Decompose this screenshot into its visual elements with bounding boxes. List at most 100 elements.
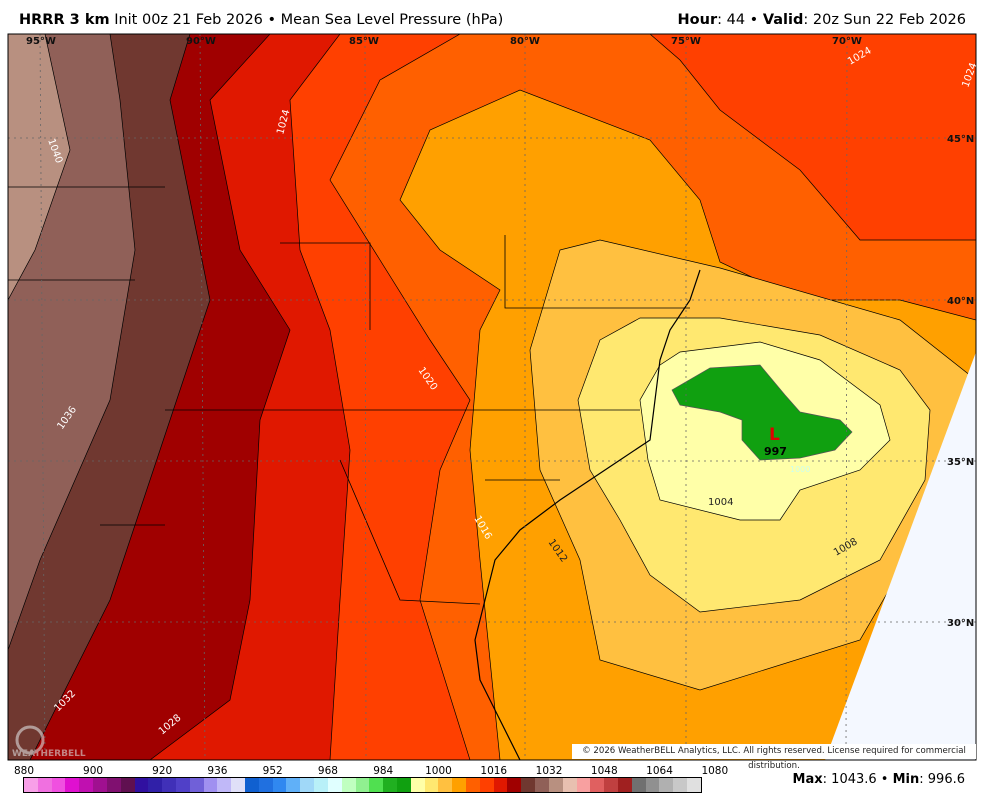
lon-label: 90°W (186, 36, 216, 47)
colorbar-swatch (659, 778, 674, 792)
colorbar-swatch (272, 778, 287, 792)
colorbar-swatch (314, 778, 328, 792)
colorbar-swatch (604, 778, 618, 792)
colorbar-swatch (175, 778, 190, 792)
colorbar-label: 936 (207, 765, 228, 777)
colorbar-swatch (79, 778, 94, 792)
hour-label: Hour (677, 12, 718, 28)
colorbar-label: 968 (317, 765, 338, 777)
outside-domain (825, 352, 976, 760)
colorbar-swatch (438, 778, 453, 792)
colorbar-label: 1032 (535, 765, 563, 777)
contour-label: 1004 (708, 497, 733, 508)
colorbar-swatch (673, 778, 687, 792)
colorbar-swatch (134, 778, 149, 792)
lon-label: 75°W (671, 36, 701, 47)
colorbar-swatch (203, 778, 218, 792)
colorbar-swatch (507, 778, 522, 792)
colorbar-label: 1064 (646, 765, 673, 777)
max-min-stats: Max: 1043.6 • Min: 996.6 (792, 772, 965, 787)
colorbar-swatch (341, 778, 356, 792)
max-value: 1043.6 (831, 772, 877, 787)
lat-label: 35°N (947, 457, 974, 468)
init-time: Init 00z 21 Feb 2026 (114, 12, 263, 28)
colorbar-label: 952 (262, 765, 283, 777)
colorbar-swatch (93, 778, 107, 792)
colorbar-swatch (355, 778, 370, 792)
colorbar-swatch (217, 778, 232, 792)
colorbar-swatch (286, 778, 301, 792)
colorbar-swatch (106, 778, 121, 792)
lat-label: 30°N (947, 618, 974, 629)
separator: • (749, 12, 759, 28)
colorbar-swatch (120, 778, 135, 792)
low-pressure-value: 997 (764, 445, 787, 458)
colorbar-swatch (466, 778, 480, 792)
valid-label: Valid (762, 12, 804, 28)
colorbar-label: 900 (83, 765, 104, 777)
contour-label: 1000 (790, 465, 810, 474)
colorbar-label: 920 (152, 765, 173, 777)
colorbar-swatch (148, 778, 163, 792)
forecast-hour: 44 (726, 12, 746, 28)
weatherbell-logo: WEATHERBELL (12, 725, 86, 759)
colorbar-swatch (37, 778, 52, 792)
lat-label: 40°N (947, 296, 974, 307)
max-label: Max (792, 772, 823, 787)
colorbar-swatch (452, 778, 466, 792)
colorbar-label: 880 (13, 765, 35, 777)
valid-info: Hour: 44 • Valid: 20z Sun 22 Feb 2026 (677, 12, 966, 28)
colorbar-swatch (327, 778, 342, 792)
colorbar-swatch (479, 778, 494, 792)
colorbar-swatch (65, 778, 80, 792)
colorbar-swatch (189, 778, 204, 792)
colorbar-swatch (493, 778, 508, 792)
colorbar-label: 1016 (480, 765, 508, 777)
colorbar-swatch (548, 778, 563, 792)
colorbar-swatch (231, 778, 245, 792)
colorbar-swatch (258, 778, 273, 792)
band-1040 (8, 34, 71, 301)
colorbar-swatch (576, 778, 591, 792)
colorbar-swatch (24, 778, 38, 792)
min-value: 996.6 (927, 772, 965, 787)
colorbar-swatch (617, 778, 632, 792)
separator: • (267, 12, 277, 28)
state-borders (8, 186, 690, 605)
colorbar-swatch (300, 778, 315, 792)
colorbar-swatch (410, 778, 425, 792)
colorbar-swatch (631, 778, 646, 792)
band-1020-ne (649, 34, 976, 241)
low-pressure-symbol: L (769, 425, 780, 445)
colorbar-label: 1048 (590, 765, 618, 777)
colorbar-label: 1000 (425, 765, 452, 777)
colorbar-swatch (424, 778, 439, 792)
colorbar-swatch (369, 778, 384, 792)
colorbar-swatch (383, 778, 397, 792)
colorbar-swatch (396, 778, 411, 792)
copyright-notice: © 2026 WeatherBELL Analytics, LLC. All r… (572, 744, 976, 771)
colorbar-swatch (687, 778, 701, 792)
colorbar-label: 984 (373, 765, 394, 777)
map-frame (7, 33, 977, 761)
lon-label: 70°W (832, 36, 862, 47)
colorbar-swatch (562, 778, 577, 792)
colorbar-swatch (590, 778, 605, 792)
min-label: Min (892, 772, 920, 787)
lon-label: 85°W (349, 36, 379, 47)
map-title: HRRR 3 km Init 00z 21 Feb 2026 • Mean Se… (19, 12, 503, 28)
lon-label: 95°W (26, 36, 56, 47)
field-name: Mean Sea Level Pressure (hPa) (280, 12, 504, 28)
valid-time: 20z Sun 22 Feb 2026 (812, 12, 966, 28)
colorbar-swatch (645, 778, 660, 792)
colorbar-label: 1080 (701, 765, 729, 777)
logo-text: WEATHERBELL (12, 749, 86, 759)
colorbar-swatch (51, 778, 66, 792)
model-name: HRRR 3 km (19, 12, 110, 28)
lat-label: 45°N (947, 134, 974, 145)
coastline (474, 269, 701, 760)
colorbar-swatch (535, 778, 549, 792)
colorbar-swatch (162, 778, 176, 792)
colorbar (23, 777, 702, 793)
